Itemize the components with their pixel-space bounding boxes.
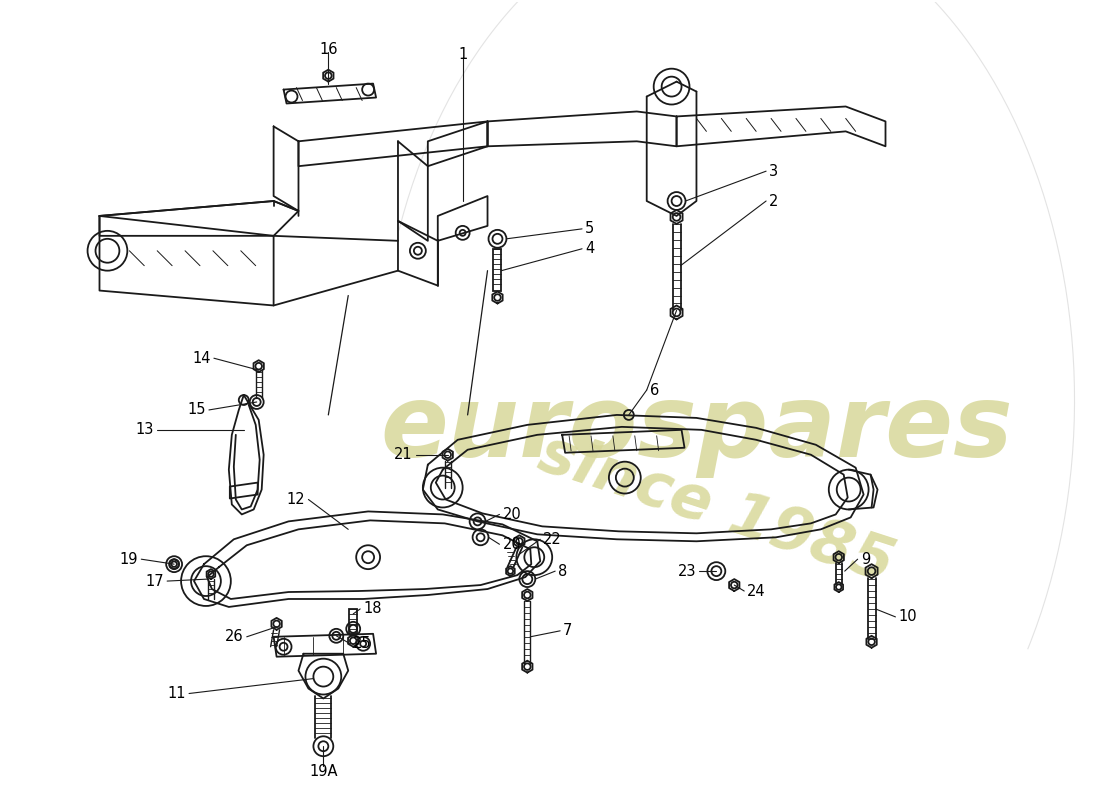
- Text: 2: 2: [769, 194, 779, 209]
- Text: 9: 9: [860, 552, 870, 566]
- Text: 18: 18: [363, 602, 382, 617]
- Text: 17: 17: [145, 574, 164, 589]
- Text: 8: 8: [558, 564, 568, 578]
- Text: since 1985: since 1985: [531, 424, 901, 594]
- Text: 20: 20: [503, 537, 521, 552]
- Bar: [494, 249, 502, 290]
- Text: 21: 21: [394, 447, 412, 462]
- Text: eurospares: eurospares: [381, 382, 1013, 478]
- Text: 15: 15: [187, 402, 206, 418]
- Text: 4: 4: [585, 242, 594, 256]
- Text: 22: 22: [543, 532, 562, 546]
- Text: 10: 10: [899, 610, 917, 624]
- Text: 19: 19: [120, 552, 139, 566]
- Text: 7: 7: [563, 623, 572, 638]
- Text: 23: 23: [678, 564, 696, 578]
- Text: 24: 24: [747, 583, 766, 598]
- Text: 3: 3: [769, 164, 778, 178]
- Text: 16: 16: [319, 42, 338, 58]
- Text: 20: 20: [503, 507, 521, 522]
- Text: 11: 11: [167, 686, 186, 701]
- Text: 5: 5: [585, 222, 594, 236]
- Text: 1: 1: [458, 47, 468, 62]
- Text: 12: 12: [287, 492, 306, 507]
- Text: 6: 6: [650, 382, 659, 398]
- Text: 26: 26: [226, 630, 244, 644]
- Text: 19A: 19A: [309, 764, 338, 778]
- Bar: [349, 609, 358, 634]
- Text: 14: 14: [192, 350, 211, 366]
- Text: 13: 13: [135, 422, 154, 438]
- Text: 25: 25: [353, 636, 372, 651]
